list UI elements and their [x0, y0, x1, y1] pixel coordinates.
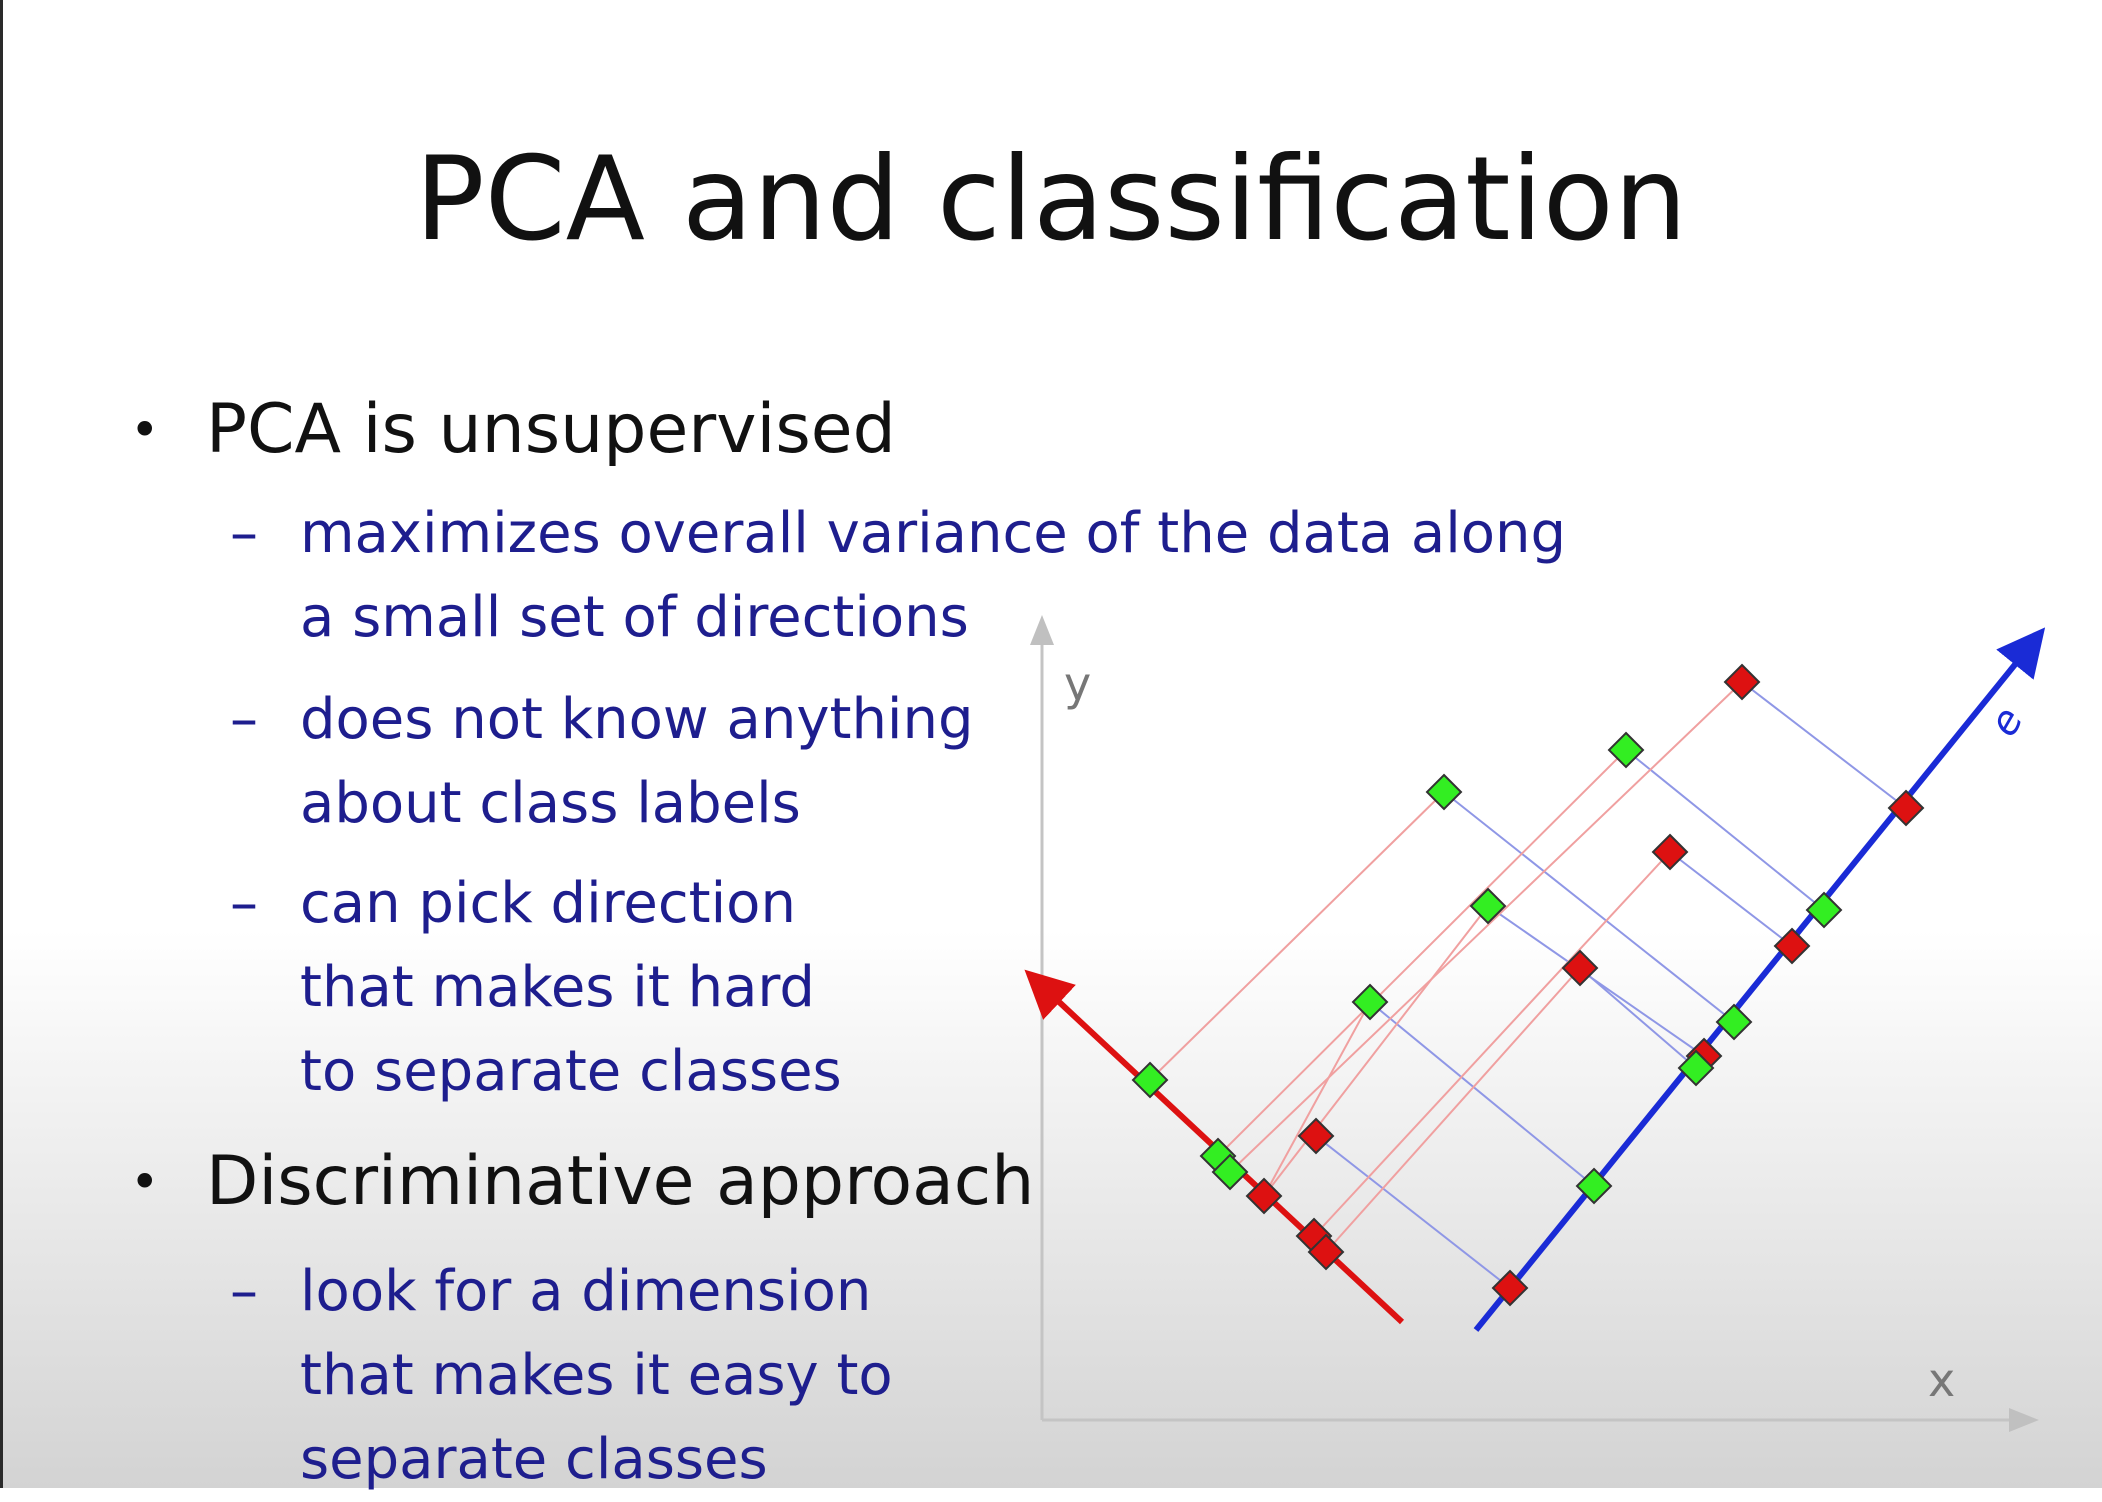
green-class-point: [1607, 731, 1645, 769]
bullet-text: PCA is unsupervised: [206, 390, 896, 469]
green-class-point: [1677, 1049, 1715, 1087]
green-class-point: [1425, 773, 1463, 811]
bullet-text: Discriminative approach: [206, 1142, 1035, 1221]
sub-bullet-easy-to-separate: – look for a dimension that makes it eas…: [230, 1250, 893, 1502]
red-class-point: [1723, 663, 1761, 701]
green-class-point: [1575, 1167, 1613, 1205]
sub-bullet-line: does not know anything: [300, 687, 974, 752]
projection-line: [1263, 905, 1489, 1197]
sub-bullet-line: look for a dimension: [300, 1259, 872, 1324]
projection-line: [1741, 681, 1907, 809]
sub-bullet-dash: –: [230, 871, 258, 936]
data-points: [1131, 663, 1925, 1307]
sub-bullet-class-labels: – does not know anything about class lab…: [230, 678, 974, 846]
y-axis-label: y: [1064, 657, 1091, 711]
projection-line: [1229, 681, 1743, 1173]
projection-line: [1149, 791, 1445, 1081]
projection-line: [1263, 1001, 1371, 1197]
green-class-point: [1131, 1061, 1169, 1099]
projection-line: [1669, 851, 1793, 947]
projection-line: [1443, 791, 1735, 1023]
sub-bullet-line: that makes it hard: [300, 955, 815, 1020]
sub-bullet-line: a small set of directions: [300, 585, 969, 650]
sub-bullet-dash: –: [230, 687, 258, 752]
bullet-dot: •: [130, 1153, 160, 1211]
sub-bullet-line: to separate classes: [300, 1039, 842, 1104]
sub-bullet-line: can pick direction: [300, 871, 796, 936]
green-class-point: [1715, 1003, 1753, 1041]
direction-e-label: e: [1980, 700, 2032, 744]
red-class-point: [1491, 1269, 1529, 1307]
sub-bullet-line: that makes it easy to: [300, 1343, 893, 1408]
slide-title: PCA and classification: [414, 132, 1688, 267]
green-class-point: [1211, 1153, 1249, 1191]
sub-bullet-maximizes-variance: – maximizes overall variance of the data…: [230, 492, 1567, 660]
sub-bullet-line: about class labels: [300, 771, 801, 836]
bullet-discriminative-approach: • Discriminative approach: [130, 1140, 1035, 1224]
projection-line: [1325, 967, 1581, 1253]
sub-bullet-line: maximizes overall variance of the data a…: [300, 501, 1567, 566]
red-class-point: [1307, 1233, 1345, 1271]
green-class-point: [1805, 891, 1843, 929]
green-class-point: [1351, 983, 1389, 1021]
bullet-pca-unsupervised: • PCA is unsupervised: [130, 388, 896, 472]
direction-e-line: [1473, 627, 2046, 1332]
projection-line: [1217, 749, 1627, 1157]
projection-line: [1313, 851, 1671, 1237]
projection-line: [1315, 1135, 1511, 1289]
red-class-point: [1561, 949, 1599, 987]
sub-bullet-dash: –: [230, 501, 258, 566]
projection-lines: [1149, 681, 1907, 1289]
sub-bullet-hard-to-separate: – can pick direction that makes it hard …: [230, 862, 842, 1114]
red-class-point: [1887, 789, 1925, 827]
projection-line: [1625, 749, 1825, 911]
red-class-point: [1651, 833, 1689, 871]
projection-line: [1369, 1001, 1595, 1187]
green-class-point: [1469, 887, 1507, 925]
bullet-dot: •: [130, 401, 160, 459]
red-class-point: [1297, 1117, 1335, 1155]
projection-line: [1579, 967, 1697, 1069]
red-class-point: [1773, 927, 1811, 965]
left-border: [0, 0, 3, 1488]
red-class-point: [1245, 1177, 1283, 1215]
x-axis-label: x: [1928, 1353, 1955, 1407]
sub-bullet-dash: –: [230, 1259, 258, 1324]
sub-bullet-line: separate classes: [300, 1427, 768, 1492]
